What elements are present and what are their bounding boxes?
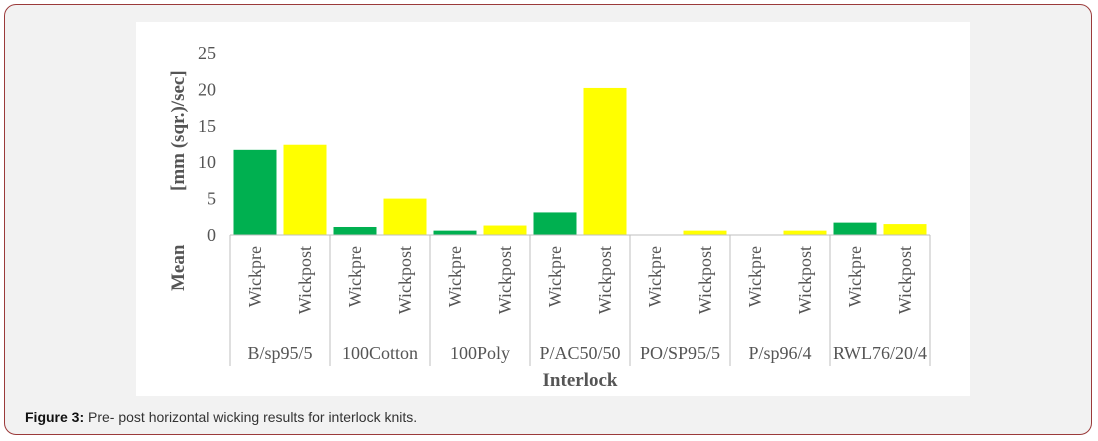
- bar-wickpre: [533, 212, 577, 235]
- x-group-label: PO/SP95/5: [640, 343, 720, 363]
- bar-wickpost: [583, 87, 627, 235]
- x-subcategory-label: Wickpost: [295, 246, 315, 314]
- x-subcategory-label: Wickpre: [745, 246, 765, 307]
- x-group-label: B/sp95/5: [247, 343, 312, 363]
- y-tick-label: 0: [207, 225, 216, 245]
- x-group-label: 100Cotton: [342, 343, 418, 363]
- bar-wickpre: [333, 226, 377, 235]
- x-group-label: 100Poly: [450, 343, 510, 363]
- figure-caption: Figure 3: Pre- post horizontal wicking r…: [25, 409, 417, 425]
- x-subcategory-label: Wickpost: [395, 246, 415, 314]
- y-axis-title-unit: [mm (sqr.)/sec]: [168, 70, 189, 191]
- x-subcategory-label: Wickpre: [245, 246, 265, 307]
- x-axis-title: Interlock: [543, 370, 618, 391]
- figure-frame: 0 5 10 15 20 25 Wickpre Wickpost Wickpre Wickpost…: [4, 4, 1092, 435]
- y-axis-title-mean: Mean: [168, 244, 189, 291]
- x-subcategory-label: Wickpre: [845, 246, 865, 307]
- bar-wickpost: [783, 230, 827, 235]
- bar-wickpre: [433, 230, 477, 235]
- y-tick-label: 5: [207, 189, 216, 209]
- x-subcategory-label: Wickpost: [895, 246, 915, 314]
- bar-wickpost: [683, 230, 727, 235]
- caption-label: Figure 3:: [25, 409, 85, 425]
- x-subcategory-label: Wickpre: [545, 246, 565, 307]
- bar-wickpost: [283, 144, 327, 235]
- bar-wickpost: [483, 225, 527, 235]
- x-subcategory-label: Wickpost: [595, 246, 615, 314]
- x-group-label: RWL76/20/4: [833, 343, 927, 363]
- bar-wickpre: [233, 149, 277, 235]
- y-tick-label: 15: [198, 116, 216, 136]
- chart-area: 0 5 10 15 20 25 Wickpre Wickpost Wickpre Wickpost…: [136, 22, 970, 396]
- y-tick-label: 10: [198, 152, 216, 172]
- bar-wickpost: [883, 224, 927, 235]
- bar-wickpre: [833, 222, 877, 235]
- bar-wickpost: [383, 198, 427, 235]
- x-subcategory-label: Wickpost: [495, 246, 515, 314]
- y-tick-label: 25: [198, 43, 216, 63]
- y-tick-label: 20: [198, 79, 216, 99]
- x-group-label: P/sp96/4: [748, 343, 811, 363]
- x-group-label: P/AC50/50: [539, 343, 620, 363]
- x-subcategory-label: Wickpost: [795, 246, 815, 314]
- x-subcategory-label: Wickpre: [445, 246, 465, 307]
- bar-chart: 0 5 10 15 20 25 Wickpre Wickpost Wickpre Wickpost…: [168, 43, 931, 391]
- caption-text: Pre- post horizontal wicking results for…: [84, 409, 418, 425]
- x-subcategory-label: Wickpost: [695, 246, 715, 314]
- x-subcategory-label: Wickpre: [645, 246, 665, 307]
- x-subcategory-label: Wickpre: [345, 246, 365, 307]
